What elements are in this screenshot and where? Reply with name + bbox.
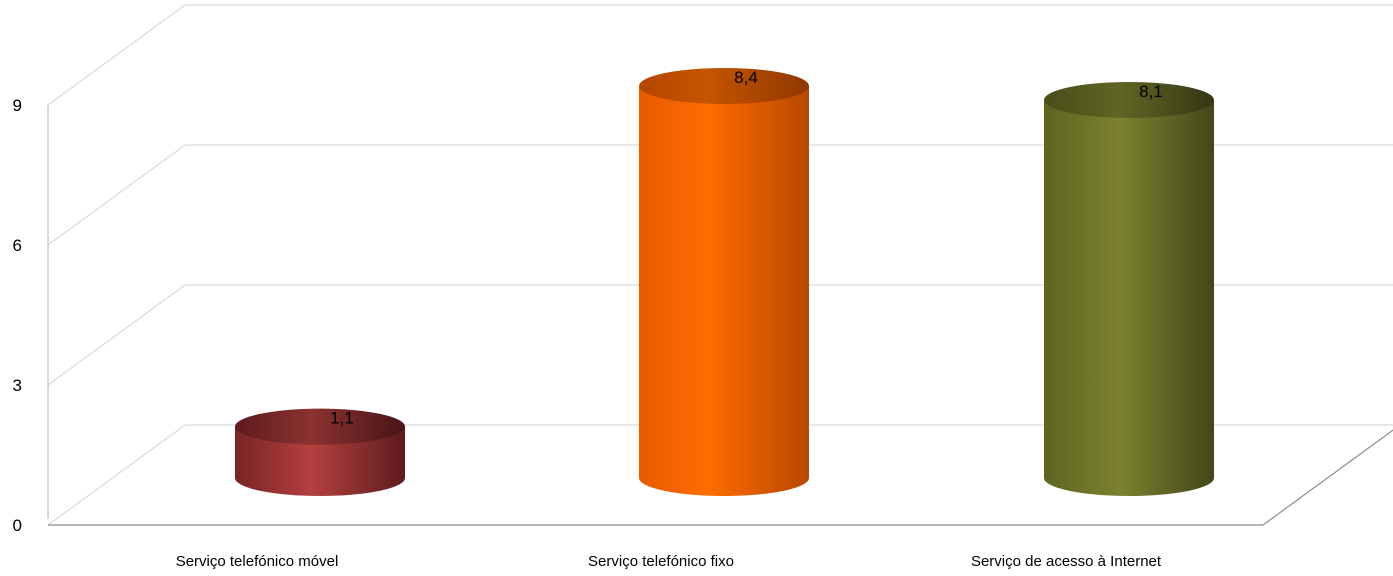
y-tick-label: 3: [13, 376, 22, 395]
category-label: Serviço telefónico móvel: [176, 553, 339, 570]
axes: [47, 104, 1393, 526]
bars: 1,1 8,4 8,1: [235, 67, 1214, 497]
gridline-side: [47, 4, 186, 106]
gridline-side: [47, 144, 186, 246]
bar-top: [639, 67, 809, 104]
bar-top: [235, 408, 405, 445]
bar-top: [1044, 81, 1214, 118]
y-axis-ticks: 0 3 6 9: [13, 96, 22, 535]
bar-body: [1044, 99, 1214, 497]
gridline-side: [47, 424, 186, 526]
y-tick-label: 9: [13, 96, 22, 115]
bar-top-shade: [1044, 81, 1214, 118]
category-labels: Serviço telefónico móvel Serviço telefóni…: [176, 553, 1162, 570]
y-tick-label: 6: [13, 236, 22, 255]
category-label: Serviço telefónico fixo: [588, 553, 734, 570]
bar-body: [235, 426, 405, 496]
bar-1: 8,4: [639, 67, 809, 496]
gridline-side: [47, 284, 186, 386]
data-label: 1,1: [330, 409, 354, 428]
bar-top-shade: [639, 67, 809, 104]
bar-top-shade: [235, 408, 405, 445]
y-tick-label: 0: [13, 516, 22, 535]
data-label: 8,4: [734, 68, 758, 87]
category-label: Serviço de acesso à Internet: [971, 553, 1162, 570]
bar-2: 8,1: [1044, 81, 1214, 497]
bar-0: 1,1: [235, 408, 405, 496]
floor-edge: [1262, 429, 1393, 526]
data-label: 8,1: [1139, 82, 1163, 101]
bar-body: [639, 85, 809, 496]
